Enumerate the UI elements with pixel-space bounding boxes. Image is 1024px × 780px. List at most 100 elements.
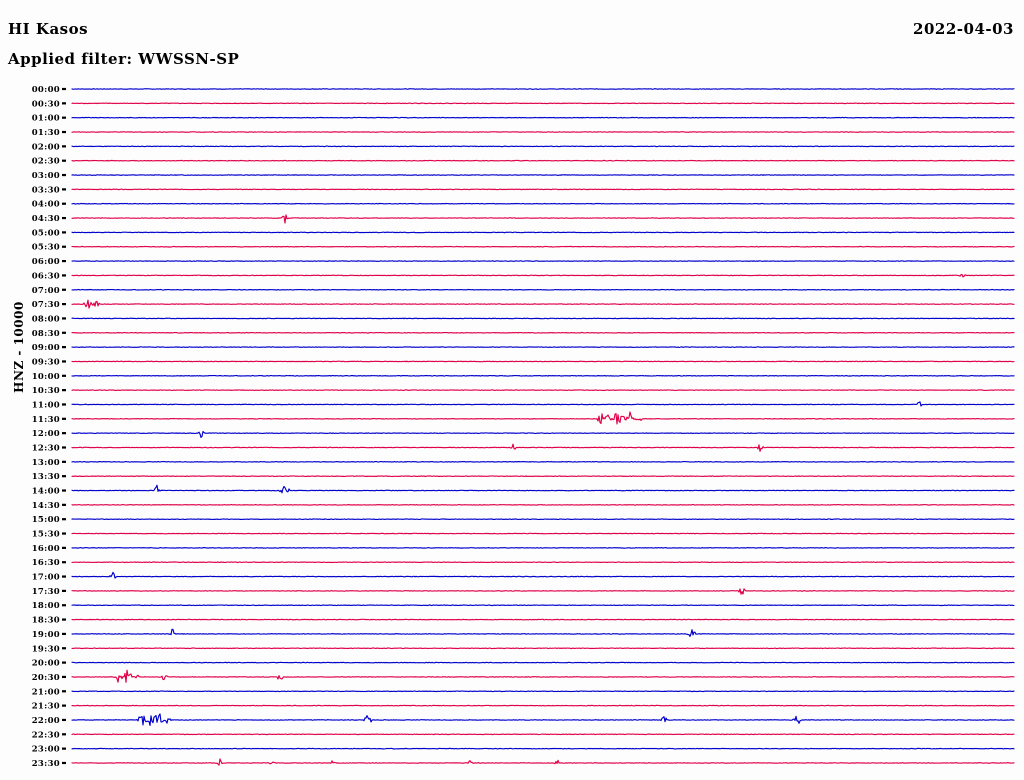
seismic-trace xyxy=(71,260,1015,262)
seismic-trace xyxy=(71,669,1015,683)
seismic-trace xyxy=(71,430,1015,438)
seismic-trace xyxy=(71,245,1015,248)
row-time-label: 21:00 xyxy=(32,687,60,697)
seismic-trace xyxy=(71,374,1015,377)
row-time-label: 14:00 xyxy=(32,487,60,497)
row-time-label: 14:30 xyxy=(32,501,60,511)
row-time-label: 06:00 xyxy=(32,257,60,267)
row-time-label: 15:00 xyxy=(32,515,60,525)
row-time-label: 02:30 xyxy=(32,157,60,167)
seismic-trace xyxy=(71,317,1015,320)
seismic-trace xyxy=(71,661,1015,664)
seismic-trace xyxy=(71,604,1015,607)
page-title: HI Kasos xyxy=(8,20,89,38)
row-time-label: 17:30 xyxy=(32,587,60,597)
seismic-trace xyxy=(71,116,1015,119)
seismic-trace xyxy=(71,288,1015,291)
seismic-trace xyxy=(71,88,1015,90)
row-time-label: 20:00 xyxy=(32,659,60,669)
seismic-trace xyxy=(71,518,1015,521)
row-time-label: 12:00 xyxy=(32,429,60,439)
row-time-label: 04:30 xyxy=(32,214,60,224)
row-time-label: 07:00 xyxy=(32,286,60,296)
row-time-label: 08:00 xyxy=(32,314,60,324)
row-time-label: 22:30 xyxy=(32,730,60,740)
row-time-label: 19:30 xyxy=(32,644,60,654)
seismic-trace xyxy=(71,561,1015,564)
seismic-trace xyxy=(71,647,1015,650)
seismic-trace xyxy=(71,360,1015,363)
seismic-trace xyxy=(71,547,1015,549)
applied-filter-label: Applied filter: WWSSN-SP xyxy=(8,50,240,68)
row-time-label: 18:30 xyxy=(32,616,60,626)
record-date: 2022-04-03 xyxy=(913,20,1014,38)
row-time-label: 03:30 xyxy=(32,185,60,195)
seismic-trace xyxy=(71,331,1015,334)
row-time-label: 09:30 xyxy=(32,357,60,367)
row-time-label: 16:00 xyxy=(32,544,60,554)
row-time-label: 20:30 xyxy=(32,673,60,683)
row-time-label: 15:30 xyxy=(32,530,60,540)
row-time-label: 13:00 xyxy=(32,458,60,468)
row-time-label: 23:30 xyxy=(32,759,60,769)
seismic-trace xyxy=(71,690,1015,693)
seismic-trace xyxy=(71,532,1015,535)
row-time-label: 21:30 xyxy=(32,702,60,712)
seismic-trace xyxy=(71,443,1015,452)
row-time-label: 02:00 xyxy=(32,142,60,152)
row-time-label: 18:00 xyxy=(32,601,60,611)
seismic-trace xyxy=(71,102,1015,105)
row-time-label: 23:00 xyxy=(32,745,60,755)
seismic-trace xyxy=(71,188,1015,191)
seismic-trace xyxy=(71,346,1015,348)
seismic-trace xyxy=(71,159,1015,162)
row-time-label: 00:00 xyxy=(32,85,60,95)
row-time-label: 03:00 xyxy=(32,171,60,181)
row-time-label: 08:30 xyxy=(32,329,60,339)
seismic-trace xyxy=(71,713,1015,726)
seismic-trace xyxy=(71,588,1015,595)
row-time-label: 22:00 xyxy=(32,716,60,726)
seismic-trace xyxy=(71,174,1015,176)
seismic-trace xyxy=(71,704,1015,707)
seismic-trace xyxy=(71,571,1015,579)
seismic-trace xyxy=(71,145,1015,148)
row-time-label: 17:00 xyxy=(32,573,60,583)
row-time-label: 11:00 xyxy=(32,400,60,410)
row-time-label: 19:00 xyxy=(32,630,60,640)
row-time-label: 09:00 xyxy=(32,343,60,353)
row-time-label: 00:30 xyxy=(32,99,60,109)
row-time-label: 12:30 xyxy=(32,444,60,454)
seismic-trace xyxy=(71,401,1015,407)
seismic-trace xyxy=(71,299,1015,309)
seismic-trace xyxy=(71,214,1015,224)
row-time-label: 01:30 xyxy=(32,128,60,138)
seismic-trace xyxy=(71,758,1015,766)
seismic-trace xyxy=(71,231,1015,234)
seismic-trace xyxy=(71,411,1015,425)
seismic-trace xyxy=(71,202,1015,205)
seismic-trace xyxy=(71,131,1015,133)
seismic-trace xyxy=(71,273,1015,278)
seismic-trace xyxy=(71,628,1015,637)
row-time-label: 07:30 xyxy=(32,300,60,310)
seismic-trace xyxy=(71,618,1015,621)
seismic-trace xyxy=(71,475,1015,478)
seismic-trace xyxy=(71,460,1015,463)
row-time-label: 13:30 xyxy=(32,472,60,482)
seismic-trace xyxy=(71,504,1015,506)
row-time-label: 01:00 xyxy=(32,114,60,124)
seismic-trace xyxy=(71,733,1015,736)
row-time-label: 16:30 xyxy=(32,558,60,568)
row-time-label: 05:30 xyxy=(32,243,60,253)
row-time-label: 10:00 xyxy=(32,372,60,382)
row-time-label: 04:00 xyxy=(32,200,60,210)
row-time-label: 05:00 xyxy=(32,228,60,238)
row-time-label: 10:30 xyxy=(32,386,60,396)
row-time-label: 06:30 xyxy=(32,271,60,281)
seismic-trace xyxy=(71,747,1015,750)
row-time-label: 11:30 xyxy=(32,415,60,425)
seismic-trace xyxy=(71,389,1015,391)
